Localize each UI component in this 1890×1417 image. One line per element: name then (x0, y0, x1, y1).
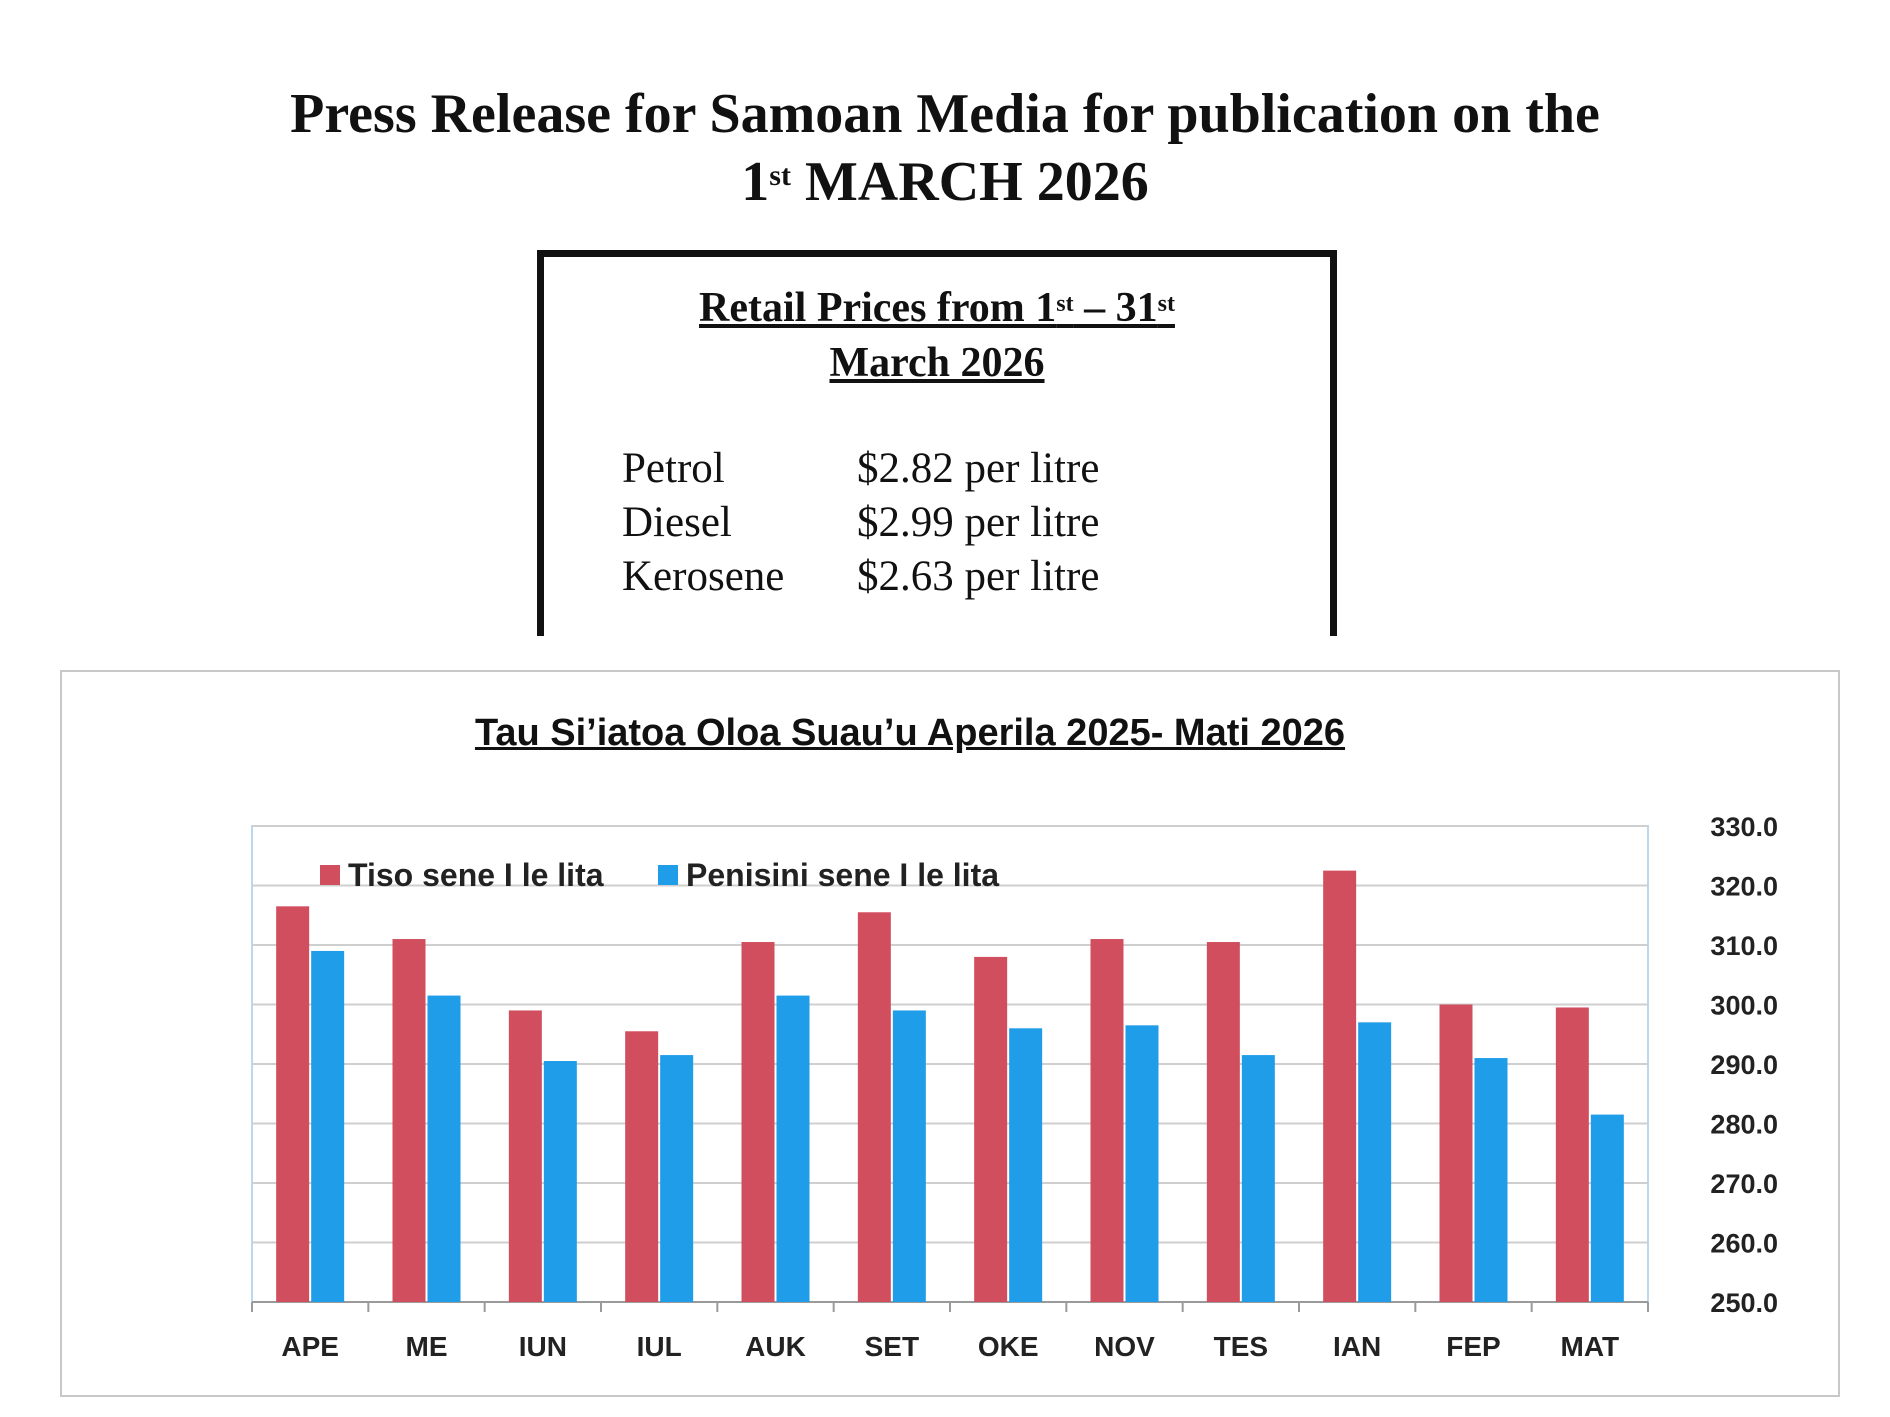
x-category-label: IUL (637, 1331, 682, 1362)
y-tick-label: 250.0 (1710, 1288, 1778, 1318)
fuel-name: Diesel (622, 498, 732, 546)
bar-diesel (974, 956, 1008, 1302)
x-category-label: IAN (1333, 1331, 1381, 1362)
fuel-name: Petrol (622, 444, 725, 492)
y-tick-label: 330.0 (1710, 812, 1778, 842)
bar-petrol (1590, 1114, 1624, 1302)
fuel-price: $2.99 per litre (857, 498, 1100, 546)
bar-diesel (1206, 942, 1240, 1302)
y-tick-label: 270.0 (1710, 1169, 1778, 1199)
fuel-price: $2.82 per litre (857, 444, 1100, 492)
press-release-headline: Press Release for Samoan Media for publi… (0, 80, 1890, 216)
legend-swatch (658, 865, 678, 885)
headline-line-2: 1st MARCH 2026 (0, 148, 1890, 216)
x-category-label: IUN (519, 1331, 567, 1362)
retail-prices-box: Retail Prices from 1st – 31st March 2026… (537, 250, 1337, 636)
y-tick-label: 290.0 (1710, 1050, 1778, 1080)
bar-petrol (1358, 1022, 1392, 1302)
headline-month-year: MARCH 2026 (790, 151, 1149, 213)
x-category-label: MAT (1561, 1331, 1620, 1362)
x-category-label: OKE (978, 1331, 1039, 1362)
y-tick-label: 260.0 (1710, 1229, 1778, 1259)
title-part-a: Retail Prices from 1st – 31st (699, 285, 1175, 331)
bar-petrol (1009, 1028, 1043, 1302)
bar-diesel (1323, 870, 1357, 1302)
y-tick-label: 280.0 (1710, 1110, 1778, 1140)
bar-petrol (1125, 1025, 1159, 1302)
bar-diesel (1439, 1004, 1473, 1302)
bar-diesel (392, 939, 426, 1302)
chart-title: Tau Si’iatoa Oloa Suau’u Aperila 2025- M… (474, 712, 1346, 754)
legend-label: Tiso sene I le lita (348, 857, 604, 893)
y-tick-label: 300.0 (1710, 991, 1778, 1021)
bar-diesel (1555, 1007, 1589, 1302)
bar-petrol (1474, 1058, 1508, 1302)
bar-petrol (543, 1061, 577, 1302)
x-category-label: APE (281, 1331, 339, 1362)
price-list: Petrol $2.82 per litre Diesel $2.99 per … (622, 441, 1099, 603)
retail-prices-title: Retail Prices from 1st – 31st March 2026 (544, 281, 1330, 391)
bar-diesel (276, 906, 310, 1302)
x-category-label: NOV (1094, 1331, 1155, 1362)
headline-line-1: Press Release for Samoan Media for publi… (290, 83, 1600, 145)
x-category-label: SET (865, 1331, 919, 1362)
bar-diesel (508, 1010, 542, 1302)
price-row-petrol: Petrol $2.82 per litre (622, 441, 1099, 495)
bar-petrol (892, 1010, 926, 1302)
bar-diesel (741, 942, 775, 1302)
chart-frame (60, 670, 1840, 1397)
headline-day: 1 (741, 151, 770, 213)
x-category-label: ME (406, 1331, 448, 1362)
bar-petrol (660, 1055, 694, 1302)
x-category-label: FEP (1446, 1331, 1500, 1362)
x-category-label: TES (1214, 1331, 1268, 1362)
bar-diesel (857, 912, 891, 1302)
bar-petrol (1241, 1055, 1275, 1302)
headline-day-suffix: st (769, 159, 791, 192)
fuel-price: $2.63 per litre (857, 552, 1100, 600)
y-tick-label: 320.0 (1710, 872, 1778, 902)
legend-swatch (320, 865, 340, 885)
bar-petrol (427, 995, 461, 1302)
price-row-kerosene: Kerosene $2.63 per litre (622, 549, 1099, 603)
bar-petrol (311, 950, 345, 1302)
bar-diesel (625, 1031, 659, 1302)
bar-diesel (1090, 939, 1124, 1302)
price-row-diesel: Diesel $2.99 per litre (622, 495, 1099, 549)
fuel-name: Kerosene (622, 552, 785, 600)
bar-petrol (776, 995, 810, 1302)
x-category-label: AUK (745, 1331, 806, 1362)
title-line-2: March 2026 (829, 340, 1045, 386)
legend-label: Penisini sene I le lita (686, 857, 999, 893)
y-tick-label: 310.0 (1710, 931, 1778, 961)
